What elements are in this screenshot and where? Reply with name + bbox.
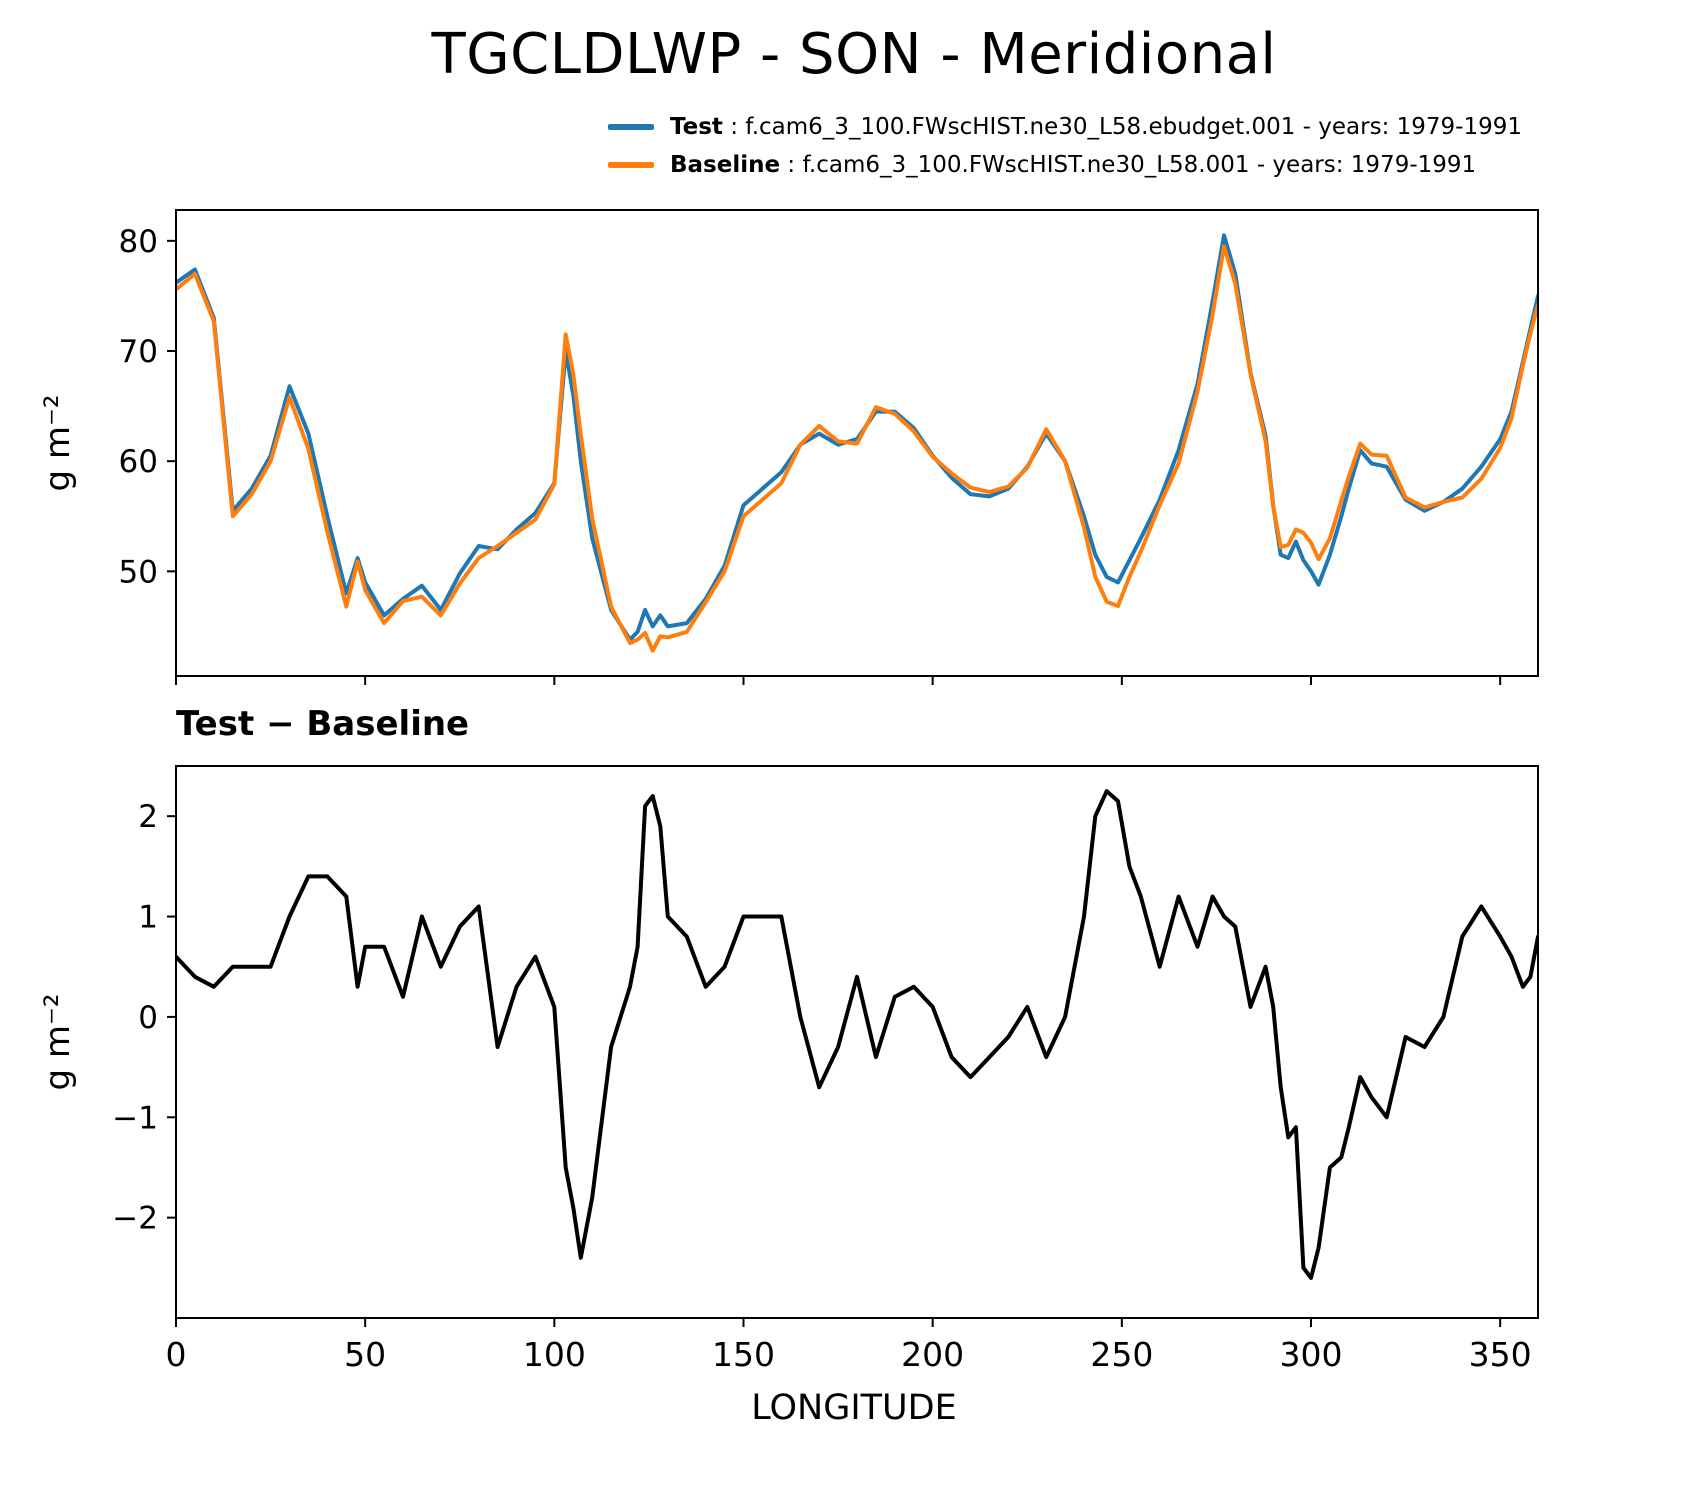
x-tick-label: 50 (344, 1335, 386, 1374)
diff-plot-title: Test − Baseline (176, 704, 470, 744)
x-tick-label: 0 (166, 1335, 187, 1374)
test-minus-baseline-line (176, 789, 1538, 1280)
legend-item-baseline: Baseline : f.cam6_3_100.FWscHIST.ne30_L5… (608, 152, 1522, 178)
axes-frame (175, 209, 1539, 677)
legend: Test : f.cam6_3_100.FWscHIST.ne30_L58.eb… (608, 114, 1522, 178)
x-axis-label: LONGITUDE (751, 1388, 957, 1428)
axes-frame (175, 765, 1539, 1319)
test-line-swatch (608, 124, 654, 130)
chart-title: TGCLDLWP - SON - Meridional (431, 22, 1277, 87)
y-tick-label: −2 (112, 1201, 158, 1237)
y-tick-label: 0 (138, 1000, 158, 1036)
y-tick-label: −1 (112, 1100, 158, 1136)
y-tick-label: 2 (138, 799, 158, 835)
baseline-line-swatch (608, 162, 654, 168)
x-tick-label: 100 (523, 1335, 586, 1374)
y-tick-label: 1 (138, 900, 158, 936)
legend-label-test: Test : f.cam6_3_100.FWscHIST.ne30_L58.eb… (670, 114, 1522, 140)
x-tick-label: 300 (1280, 1335, 1343, 1374)
x-tick-label: 150 (712, 1335, 775, 1374)
baseline-line (176, 244, 1538, 653)
y-tick-label: 50 (119, 554, 158, 590)
x-tick-label: 200 (901, 1335, 964, 1374)
y-tick-label: 80 (119, 224, 158, 260)
test-line (176, 233, 1538, 642)
x-tick-label: 350 (1469, 1335, 1532, 1374)
x-tick-label: 250 (1090, 1335, 1153, 1374)
legend-label-baseline: Baseline : f.cam6_3_100.FWscHIST.ne30_L5… (670, 152, 1477, 178)
legend-item-test: Test : f.cam6_3_100.FWscHIST.ne30_L58.eb… (608, 114, 1522, 140)
y-tick-label: 70 (119, 334, 158, 370)
y-tick-label: 60 (119, 444, 158, 480)
